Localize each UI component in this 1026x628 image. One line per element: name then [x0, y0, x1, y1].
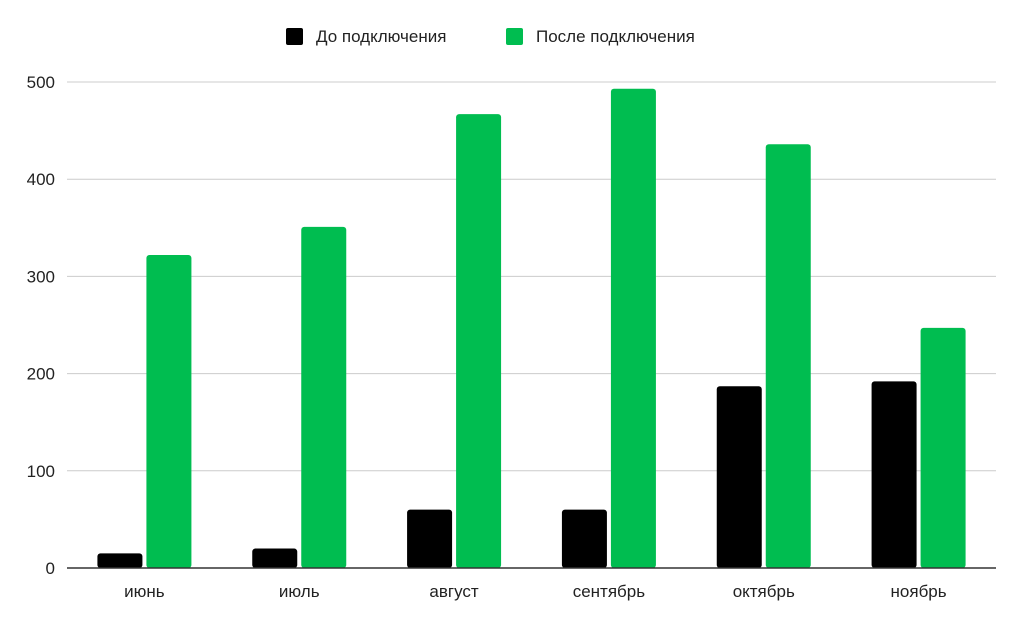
x-tick-label: ноябрь: [891, 582, 947, 601]
gridlines: [67, 81, 996, 472]
x-tick-label: август: [429, 582, 478, 601]
x-tick-label: июль: [279, 582, 320, 601]
x-axis-ticks: июнь июль август сентябрь октябрь ноябрь: [124, 582, 947, 601]
bar: [97, 553, 143, 568]
bar: [252, 548, 298, 568]
x-tick-label: июнь: [124, 582, 165, 601]
legend-swatch: [286, 28, 303, 45]
bars: [97, 88, 966, 569]
x-tick-label: сентябрь: [573, 582, 646, 601]
y-tick-label: 200: [27, 365, 55, 384]
bar: [765, 144, 811, 568]
bar: [610, 88, 656, 568]
y-tick-label: 0: [46, 559, 55, 578]
y-tick-label: 500: [27, 73, 55, 92]
legend-item: После подключения: [506, 27, 695, 46]
bar: [716, 386, 762, 568]
bar: [456, 114, 502, 569]
legend-swatch: [506, 28, 523, 45]
bar: [146, 255, 192, 569]
bar: [407, 509, 453, 568]
legend: До подключения После подключения: [286, 27, 695, 46]
bar: [920, 327, 966, 568]
y-tick-label: 400: [27, 170, 55, 189]
legend-label: После подключения: [536, 27, 695, 46]
y-tick-label: 100: [27, 462, 55, 481]
bar: [561, 509, 607, 568]
legend-label: До подключения: [316, 27, 446, 46]
legend-item: До подключения: [286, 27, 446, 46]
bar: [301, 226, 347, 568]
y-tick-label: 300: [27, 267, 55, 286]
x-tick-label: октябрь: [733, 582, 795, 601]
y-axis-ticks: 0 100 200 300 400 500: [27, 73, 55, 578]
bar: [871, 381, 917, 568]
